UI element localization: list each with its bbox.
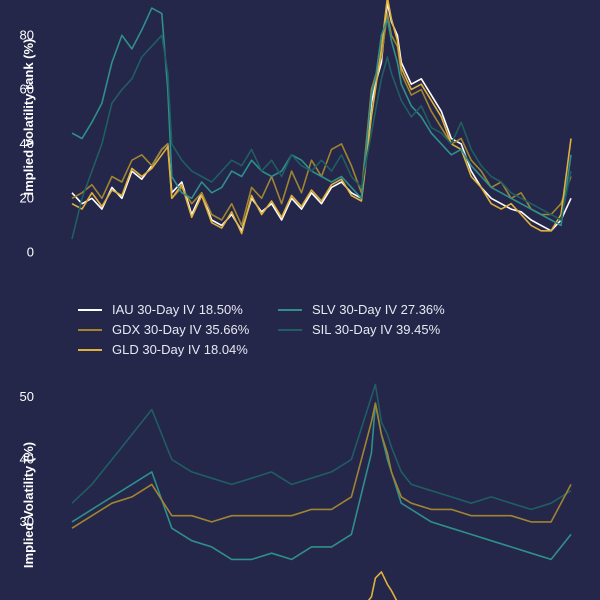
top-lines: 0 20 40 60 80 0 50 100 150 200 250 <box>20 0 582 287</box>
legend-swatch-sil <box>278 328 302 331</box>
bottom-plot-area: 30 40 50 <box>20 383 572 600</box>
legend: IAU 30-Day IV 18.50% SLV 30-Day IV 27.36… <box>78 302 498 362</box>
legend-item-gld: GLD 30-Day IV 18.04% <box>78 342 248 357</box>
legend-item-iau: IAU 30-Day IV 18.50% <box>78 302 243 317</box>
top-y-axis-label: Implied volatility rank (%) <box>21 39 36 196</box>
top-lines-y-tick: 80 <box>20 27 34 42</box>
bottom-y-axis-label: Implied Volatility (%) <box>21 442 36 568</box>
top-plot-area: 0 20 40 60 80 0 50 100 150 200 250 <box>20 0 582 287</box>
top-lines-y-tick: 60 <box>20 82 34 97</box>
bottom-lines-y-tick: 40 <box>20 451 34 466</box>
top-lines-x-tick: 250 <box>560 272 582 287</box>
legend-item-sil: SIL 30-Day IV 39.45% <box>278 322 440 337</box>
series-line-slv <box>71 402 572 561</box>
legend-item-slv: SLV 30-Day IV 27.36% <box>278 302 445 317</box>
legend-label-sil: SIL 30-Day IV 39.45% <box>312 322 441 337</box>
top-lines-x-tick: 0 <box>68 272 75 287</box>
legend-swatch-gld <box>78 348 102 351</box>
series-line-gld <box>71 0 572 235</box>
top-lines-x-tick: 100 <box>261 272 283 287</box>
legend-item-gdx: GDX 30-Day IV 35.66% <box>78 322 249 337</box>
legend-label-slv: SLV 30-Day IV 27.36% <box>312 302 445 317</box>
top-lines-y-tick: 40 <box>20 136 34 151</box>
series-line-gdx <box>71 12 572 227</box>
series-line-gld <box>367 571 398 600</box>
top-lines-y-tick: 0 <box>27 245 34 260</box>
top-lines-y-tick: 20 <box>20 190 34 205</box>
series-line-gdx <box>71 402 572 529</box>
series-line-slv <box>71 7 572 227</box>
top-lines-x-tick: 50 <box>165 272 179 287</box>
bottom-lines-y-tick: 30 <box>20 514 34 529</box>
legend-label-gld: GLD 30-Day IV 18.04% <box>112 342 248 357</box>
legend-label-gdx: GDX 30-Day IV 35.66% <box>112 322 250 337</box>
series-line-sil <box>71 383 572 511</box>
top-lines-x-tick: 200 <box>460 272 482 287</box>
legend-swatch-slv <box>278 308 302 311</box>
legend-label-iau: IAU 30-Day IV 18.50% <box>112 302 243 317</box>
bottom-lines-y-tick: 50 <box>20 389 34 404</box>
series-line-iau <box>71 1 572 232</box>
legend-swatch-gdx <box>78 328 102 331</box>
legend-swatch-iau <box>78 308 102 311</box>
series-line-sil <box>71 34 572 240</box>
bottom-lines: 30 40 50 <box>20 383 572 600</box>
top-lines-x-tick: 150 <box>361 272 383 287</box>
